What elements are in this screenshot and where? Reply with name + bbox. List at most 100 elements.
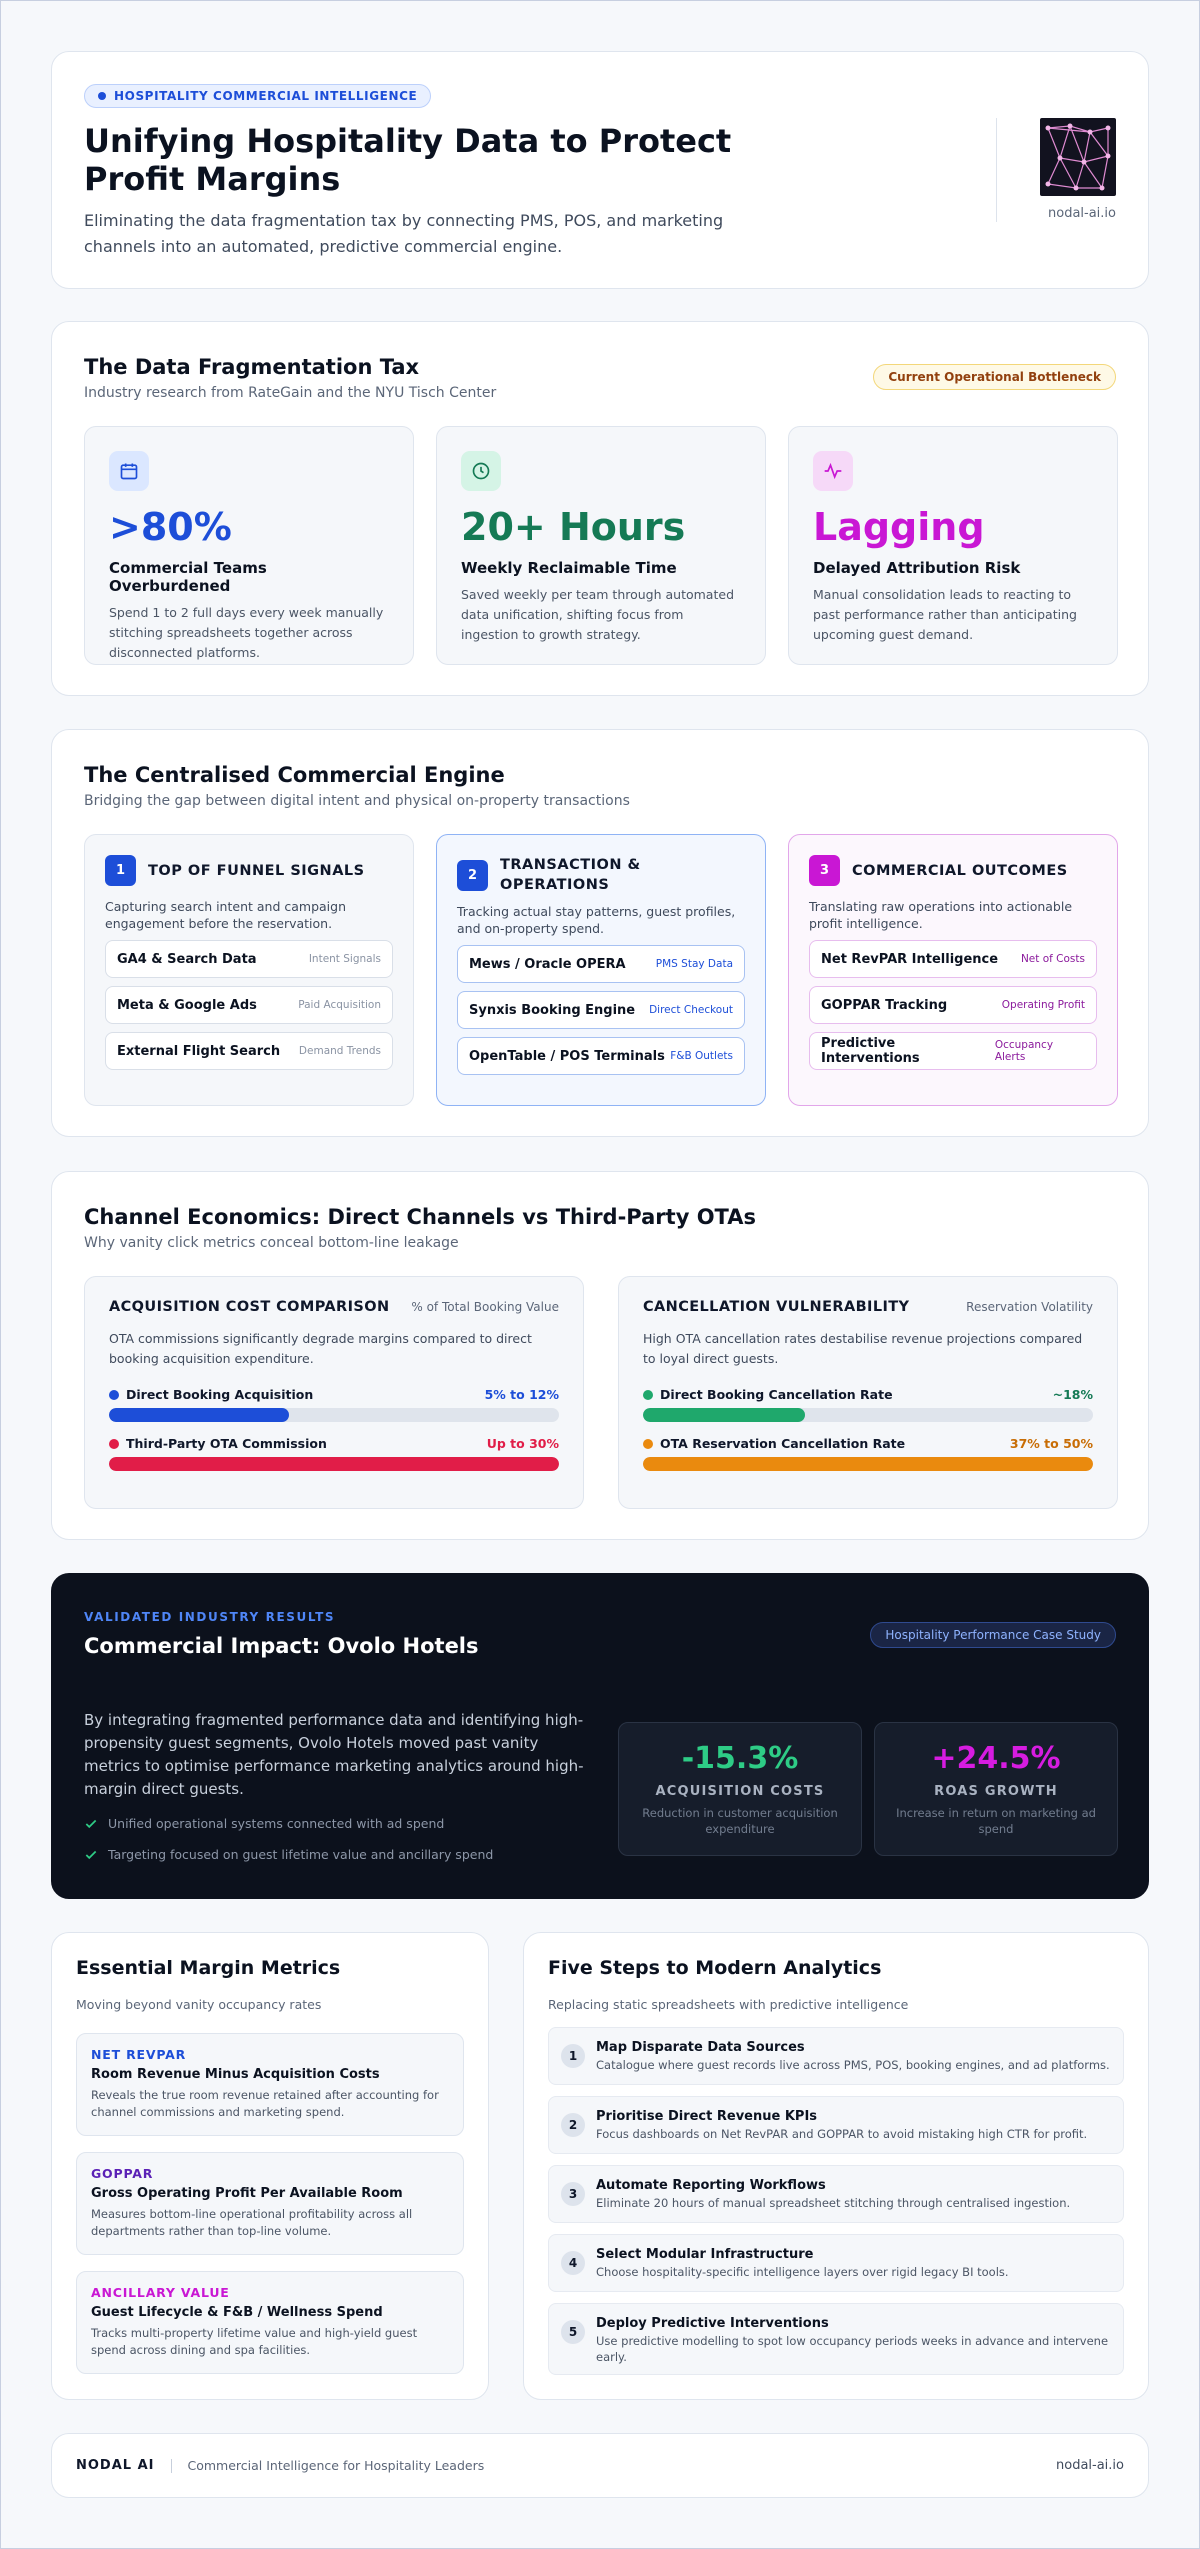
section-title: Essential Margin Metrics [76,1957,341,1979]
section-subtitle: Replacing static spreadsheets with predi… [548,1997,909,2012]
step-description: Catalogue where guest records live acros… [596,2058,1110,2072]
section-title: The Data Fragmentation Tax [84,355,420,379]
progress-fill [643,1408,805,1422]
brand-logo-block: nodal-ai.io [996,118,1116,222]
category-pill: HOSPITALITY COMMERCIAL INTELLIGENCE [84,84,432,108]
column-description: Tracking actual stay patterns, guest pro… [457,904,736,936]
metric-key: GOPPAR [91,2166,154,2181]
bar-value: 37% to 50% [1009,1436,1093,1451]
footer-url[interactable]: nodal-ai.io [1056,2458,1124,2473]
item-tag: Operating Profit [1001,999,1085,1011]
legend-dot [109,1389,119,1400]
progress-fill [643,1457,1093,1471]
margin-metrics-section: Essential Margin Metrics Moving beyond v… [51,1932,489,2400]
impact-title: Commercial Impact: Ovolo Hotels [84,1634,479,1658]
bar-label: Third-Party OTA Commission [126,1436,327,1451]
column-description: Capturing search intent and campaign eng… [105,899,346,931]
section-subtitle: Why vanity click metrics conceal bottom-… [84,1235,459,1251]
metric-definition-card: ANCILLARY VALUE Guest Lifecycle & F&B / … [76,2271,464,2374]
metric-description: Tracks multi-property lifetime value and… [91,2326,418,2357]
item-name: External Flight Search [117,1043,281,1059]
box-title: CANCELLATION VULNERABILITY [643,1299,910,1315]
channel-economics-section: Channel Economics: Direct Channels vs Th… [51,1171,1149,1540]
engine-item[interactable]: GOPPAR Tracking Operating Profit [809,986,1097,1024]
step-number: 5 [561,2320,585,2344]
metric-card-acquisition: -15.3% ACQUISITION COSTS Reduction in cu… [618,1722,862,1856]
stat-value: 20+ Hours [461,505,686,549]
step-description: Choose hospitality-specific intelligence… [596,2265,1009,2279]
bar-label: Direct Booking Cancellation Rate [660,1387,893,1402]
commercial-impact-section: VALIDATED INDUSTRY RESULTS Commercial Im… [51,1573,1149,1899]
step-item: 5 Deploy Predictive Interventions Use pred… [548,2303,1124,2375]
step-number: 3 [561,2182,585,2206]
metric-key: NET REVPAR [91,2047,187,2062]
engine-item[interactable]: OpenTable / POS Terminals F&B Outlets [457,1037,745,1075]
step-item: 2 Prioritise Direct Revenue KPIs Focus das… [548,2096,1124,2154]
engine-item[interactable]: Predictive Interventions Occupancy Alerts [809,1032,1097,1070]
pill-dot [98,92,106,100]
engine-item[interactable]: Mews / Oracle OPERA PMS Stay Data [457,945,745,983]
metric-title: Guest Lifecycle & F&B / Wellness Spend [91,2305,383,2320]
step-item: 3 Automate Reporting Workflows Eliminate 2… [548,2165,1124,2223]
engine-item[interactable]: Meta & Google Ads Paid Acquisition [105,986,393,1024]
column-title: TOP OF FUNNEL SIGNALS [148,862,365,879]
step-title: Prioritise Direct Revenue KPIs [596,2109,818,2124]
metric-value: +24.5% [931,1741,1061,1776]
step-item: 1 Map Disparate Data Sources Catalogue whe… [548,2027,1124,2085]
footer-divider [170,2458,172,2473]
step-title: Map Disparate Data Sources [596,2040,805,2055]
bar-row: Third-Party OTA Commission Up to 30% [109,1436,559,1471]
engine-column-funnel: 1 TOP OF FUNNEL SIGNALS Capturing search… [84,834,414,1106]
column-description: Translating raw operations into actionab… [809,899,1073,931]
box-description: High OTA cancellation rates destabilise … [643,1331,1083,1366]
engine-item[interactable]: Synxis Booking Engine Direct Checkout [457,991,745,1029]
impact-text: By integrating fragmented performance da… [84,1711,584,1798]
step-description: Eliminate 20 hours of manual spreadsheet… [596,2196,1071,2210]
page-title: Unifying Hospitality Data to Protect Pro… [84,122,732,198]
check-icon [85,1850,97,1859]
stat-card-overburdened: >80% Commercial Teams Overburdened Spend… [84,426,414,665]
section-subtitle: Bridging the gap between digital intent … [84,793,630,809]
item-tag: Occupancy Alerts [994,1039,1054,1063]
box-meta: % of Total Booking Value [411,1300,559,1314]
legend-dot [109,1438,119,1449]
step-number: 1 [561,2044,585,2068]
section-title: The Centralised Commercial Engine [84,763,505,787]
metric-description: Measures bottom-line operational profita… [91,2207,413,2238]
item-tag: Intent Signals [308,953,381,965]
stat-description: Spend 1 to 2 full days every week manual… [109,605,384,660]
metric-key: ANCILLARY VALUE [91,2285,230,2300]
bar-value: ~18% [1052,1387,1093,1402]
stat-card-reclaimable-time: 20+ Hours Weekly Reclaimable Time Saved … [436,426,766,665]
section-subtitle: Moving beyond vanity occupancy rates [76,1997,322,2012]
clock-icon [461,451,501,491]
cancellation-box: CANCELLATION VULNERABILITY Reservation Vo… [618,1276,1118,1509]
box-description: OTA commissions significantly degrade ma… [109,1331,532,1366]
engine-column-outcomes: 3 COMMERCIAL OUTCOMES Translating raw op… [788,834,1118,1106]
footer-brand: NODAL AI [76,2458,155,2473]
check-icon [85,1819,97,1828]
check-label: Targeting focused on guest lifetime valu… [108,1847,494,1862]
metric-description: Reduction in customer acquisition expend… [642,1806,838,1836]
progress-track [643,1457,1093,1471]
stat-description: Saved weekly per team through automated … [461,587,734,642]
step-title: Select Modular Infrastructure [596,2247,814,2262]
engine-item[interactable]: Net RevPAR Intelligence Net of Costs [809,940,1097,978]
metric-title: Room Revenue Minus Acquisition Costs [91,2067,380,2082]
stat-label: Weekly Reclaimable Time [461,559,677,577]
network-logo-icon [1040,118,1116,196]
item-tag: Paid Acquisition [298,999,381,1011]
item-name: OpenTable / POS Terminals [469,1048,665,1064]
fragmentation-tax-section: The Data Fragmentation Tax Industry rese… [51,321,1149,696]
bar-label: Direct Booking Acquisition [126,1387,314,1402]
engine-item[interactable]: External Flight Search Demand Trends [105,1032,393,1070]
brand-url[interactable]: nodal-ai.io [1048,206,1116,221]
engine-item[interactable]: GA4 & Search Data Intent Signals [105,940,393,978]
check-label: Unified operational systems connected wi… [108,1816,445,1831]
item-tag: Demand Trends [298,1045,381,1057]
section-subtitle: Industry research from RateGain and the … [84,385,497,401]
legend-dot [643,1438,653,1449]
item-name: GOPPAR Tracking [821,997,948,1013]
metric-definition-card: GOPPAR Gross Operating Profit Per Availa… [76,2152,464,2255]
stat-label: Delayed Attribution Risk [813,559,1021,577]
